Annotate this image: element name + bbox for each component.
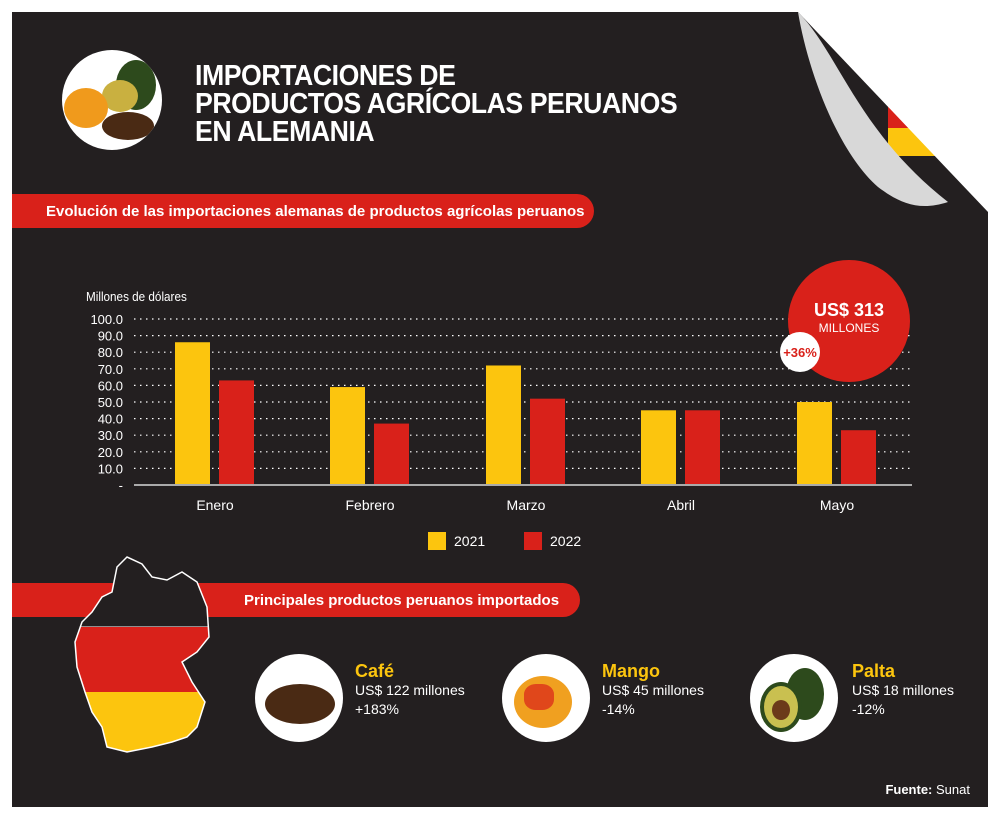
bar-2021-febrero: [330, 387, 365, 485]
bar-2021-enero: [175, 342, 210, 485]
y-tick-label: 90.0: [98, 329, 123, 344]
x-tick-label: Marzo: [507, 497, 546, 513]
infographic: IMPORTACIONES DE PRODUCTOS AGRÍCOLAS PER…: [12, 12, 988, 807]
source-label: Fuente:: [885, 782, 933, 797]
bar-2022-mayo: [841, 430, 876, 485]
y-tick-label: 20.0: [98, 445, 123, 460]
bar-2021-mayo: [797, 402, 832, 485]
bar-2021-abril: [641, 410, 676, 485]
title-line: PRODUCTOS AGRÍCOLAS PERUANOS: [195, 88, 678, 120]
x-tick-label: Enero: [196, 497, 234, 513]
x-tick-label: Abril: [667, 497, 695, 513]
coffee-image: [255, 654, 343, 742]
page-curl-flag: [798, 12, 988, 212]
y-tick-label: 100.0: [90, 312, 123, 327]
y-axis-label: Millones de dólares: [86, 289, 187, 304]
section-title: Principales productos peruanos importado…: [244, 591, 560, 609]
product-value: US$ 18 millones: [852, 682, 954, 698]
product-value: US$ 45 millones: [602, 682, 704, 698]
x-tick-label: Mayo: [820, 497, 854, 513]
x-tick-label: Febrero: [345, 497, 394, 513]
bar-2021-marzo: [486, 365, 521, 485]
product-mango: Mango US$ 45 millones -14%: [602, 662, 704, 719]
y-tick-label: 80.0: [98, 345, 123, 360]
legend-2022: 2022: [524, 532, 581, 550]
y-tick-label: 30.0: [98, 428, 123, 443]
product-palta: Palta US$ 18 millones -12%: [852, 662, 954, 719]
product-change: -12%: [852, 701, 885, 717]
section-title: Evolución de las importaciones alemanas …: [46, 202, 585, 220]
y-tick-label: -: [119, 478, 123, 493]
mango-image: [502, 654, 590, 742]
product-name: Café: [355, 661, 395, 681]
legend-2021: 2021: [428, 532, 485, 550]
avocado-image: [750, 654, 838, 742]
y-tick-label: 70.0: [98, 362, 123, 377]
source-value: Sunat: [936, 782, 970, 797]
y-tick-label: 60.0: [98, 378, 123, 393]
y-tick-label: 40.0: [98, 412, 123, 427]
bar-2022-marzo: [530, 398, 565, 485]
bar-2022-enero: [219, 380, 254, 485]
legend-swatch: [428, 532, 446, 550]
bar-2022-febrero: [374, 423, 409, 485]
product-change: +183%: [355, 701, 399, 717]
product-change: -14%: [602, 701, 635, 717]
y-tick-label: 50.0: [98, 395, 123, 410]
legend-label: 2021: [454, 533, 486, 549]
bar-2022-abril: [685, 410, 720, 485]
source-note: Fuente: Sunat: [885, 782, 970, 797]
total-amount: US$ 313: [813, 300, 885, 320]
product-name: Mango: [602, 661, 660, 681]
page-title: IMPORTACIONES DE PRODUCTOS AGRÍCOLAS PER…: [195, 60, 678, 148]
change-badge: +36%: [780, 332, 820, 372]
product-value: US$ 122 millones: [355, 682, 465, 698]
product-name: Palta: [852, 661, 896, 681]
header-produce-image: [62, 50, 162, 150]
title-line: EN ALEMANIA: [195, 116, 375, 148]
legend-label: 2022: [550, 533, 582, 549]
germany-map: [74, 556, 210, 753]
section-banner-evolucion: Evolución de las importaciones alemanas …: [12, 194, 594, 228]
product-cafe: Café US$ 122 millones +183%: [355, 662, 465, 719]
y-tick-label: 10.0: [98, 461, 123, 476]
legend-swatch: [524, 532, 542, 550]
title-line: IMPORTACIONES DE: [195, 60, 456, 92]
total-unit: MILLONES: [818, 321, 880, 335]
